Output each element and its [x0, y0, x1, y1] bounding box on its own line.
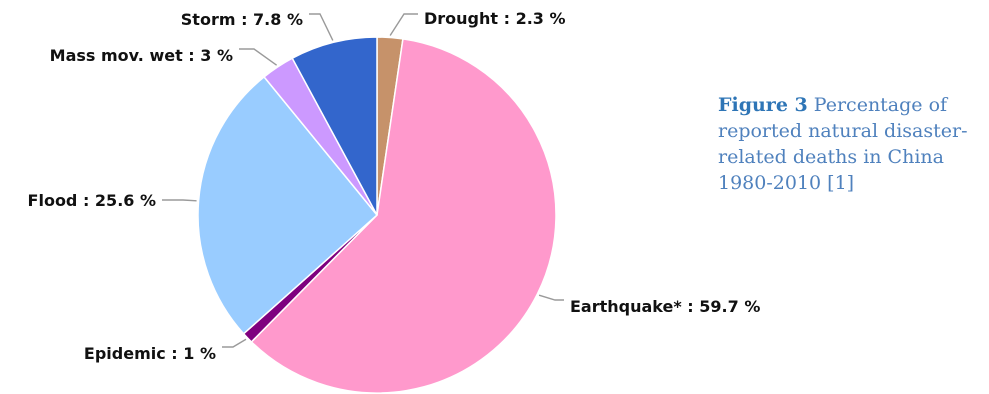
figure-number: Figure 3: [718, 94, 808, 116]
leader-line-flood: [162, 199, 197, 202]
slice-label-drought: Drought : 2.3 %: [424, 9, 566, 28]
figure-caption: Figure 3 Percentage of reported natural …: [718, 92, 983, 196]
leader-lines: [162, 13, 564, 348]
slice-label-earthquake: Earthquake* : 59.7 %: [570, 297, 760, 316]
leader-line-drought: [389, 13, 418, 36]
leader-line-mass-mov-wet: [239, 48, 278, 66]
pie-slice-flood: [197, 75, 379, 335]
leader-line-earthquake: [538, 294, 564, 301]
leader-line-epidemic: [222, 338, 247, 348]
pie-slice-storm: [291, 36, 378, 216]
slice-label-flood: Flood : 25.6 %: [28, 191, 156, 210]
slice-label-epidemic: Epidemic : 1 %: [84, 344, 216, 363]
slice-labels: Drought : 2.3 % Earthquake* : 59.7 % Epide…: [28, 9, 761, 363]
leader-line-storm: [309, 13, 334, 41]
slice-label-mass-mov-wet: Mass mov. wet : 3 %: [50, 46, 233, 65]
figure-caption-text: Percentage of reported natural disaster-…: [718, 94, 968, 194]
slice-label-storm: Storm : 7.8 %: [181, 10, 303, 29]
pie-slices: [197, 36, 557, 394]
pie-slice-earthquake: [250, 38, 557, 394]
